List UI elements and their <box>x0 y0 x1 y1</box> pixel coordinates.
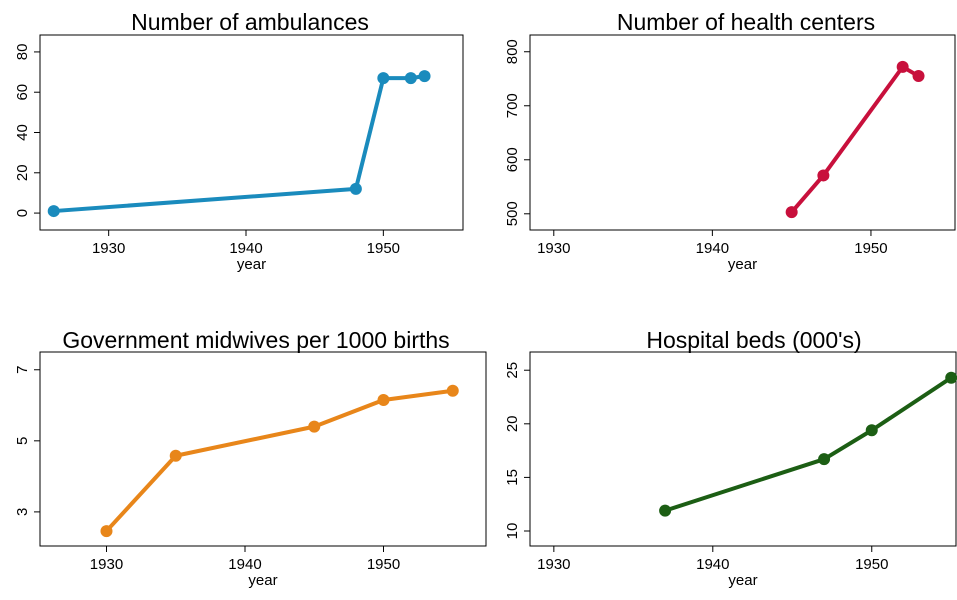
data-point <box>446 384 459 397</box>
data-line <box>790 64 920 214</box>
plot-frame <box>39 34 464 231</box>
panel-title: Government midwives per 1000 births <box>62 327 449 353</box>
data-point <box>404 72 417 85</box>
data-point <box>865 424 878 437</box>
data-point <box>377 72 390 85</box>
panel-title: Number of health centers <box>617 9 875 35</box>
data-line <box>664 376 953 513</box>
data-point <box>785 206 798 219</box>
data-point <box>169 449 182 462</box>
y-tick-label: 0 <box>14 209 31 217</box>
data-point <box>349 182 362 195</box>
x-tick-label: 1940 <box>696 240 729 257</box>
plot-frame <box>529 34 956 231</box>
data-point <box>896 60 909 73</box>
y-tick-label: 5 <box>14 437 31 445</box>
y-tick-label: 10 <box>504 523 521 540</box>
panel: Government midwives per 1000 births 1930 1… <box>14 327 487 589</box>
x-axis-title: year <box>248 572 277 589</box>
data-point <box>818 453 831 466</box>
x-tick-label: 1940 <box>229 240 262 257</box>
y-tick-label: 3 <box>14 508 31 516</box>
y-tick-label: 7 <box>14 366 31 374</box>
x-tick-label: 1930 <box>537 556 570 573</box>
y-tick-label: 600 <box>504 147 521 172</box>
data-point <box>659 504 672 517</box>
panel-title: Hospital beds (000's) <box>646 327 861 353</box>
panel-title: Number of ambulances <box>131 9 369 35</box>
x-tick-label: 1940 <box>696 556 729 573</box>
data-point <box>912 70 925 83</box>
data-line <box>105 388 454 533</box>
plot-frame <box>529 351 957 547</box>
y-tick-label: 15 <box>504 469 521 486</box>
x-tick-label: 1930 <box>92 240 125 257</box>
data-point <box>308 420 321 433</box>
data-point <box>945 371 957 384</box>
x-axis-title: year <box>728 572 757 589</box>
panel: Number of health centers 1930 1940 1950 year… <box>504 9 956 273</box>
y-tick-label: 40 <box>14 124 31 141</box>
y-tick-label: 500 <box>504 201 521 226</box>
x-axis-title: year <box>728 256 757 273</box>
plot-frame <box>39 351 487 547</box>
x-tick-label: 1930 <box>537 240 570 257</box>
y-tick-label: 25 <box>504 362 521 379</box>
x-tick-label: 1950 <box>854 240 887 257</box>
x-tick-label: 1930 <box>90 556 123 573</box>
data-point <box>47 205 60 218</box>
x-tick-label: 1950 <box>367 240 400 257</box>
data-point <box>817 169 830 182</box>
data-point <box>418 70 431 83</box>
y-tick-label: 20 <box>504 415 521 432</box>
data-point <box>100 525 113 538</box>
x-tick-label: 1950 <box>367 556 400 573</box>
data-line <box>53 74 425 214</box>
y-tick-label: 20 <box>14 164 31 181</box>
x-tick-label: 1940 <box>228 556 261 573</box>
panel: Number of ambulances 1930 1940 1950 year 0 20 4… <box>14 9 464 273</box>
x-tick-label: 1950 <box>855 556 888 573</box>
y-tick-label: 700 <box>504 93 521 118</box>
x-axis-title: year <box>237 256 266 273</box>
y-tick-label: 60 <box>14 84 31 101</box>
data-point <box>377 393 390 406</box>
y-tick-label: 800 <box>504 39 521 64</box>
panel: Hospital beds (000's) 1930 1940 1950 year 10 1… <box>504 327 957 589</box>
y-tick-label: 80 <box>14 44 31 61</box>
